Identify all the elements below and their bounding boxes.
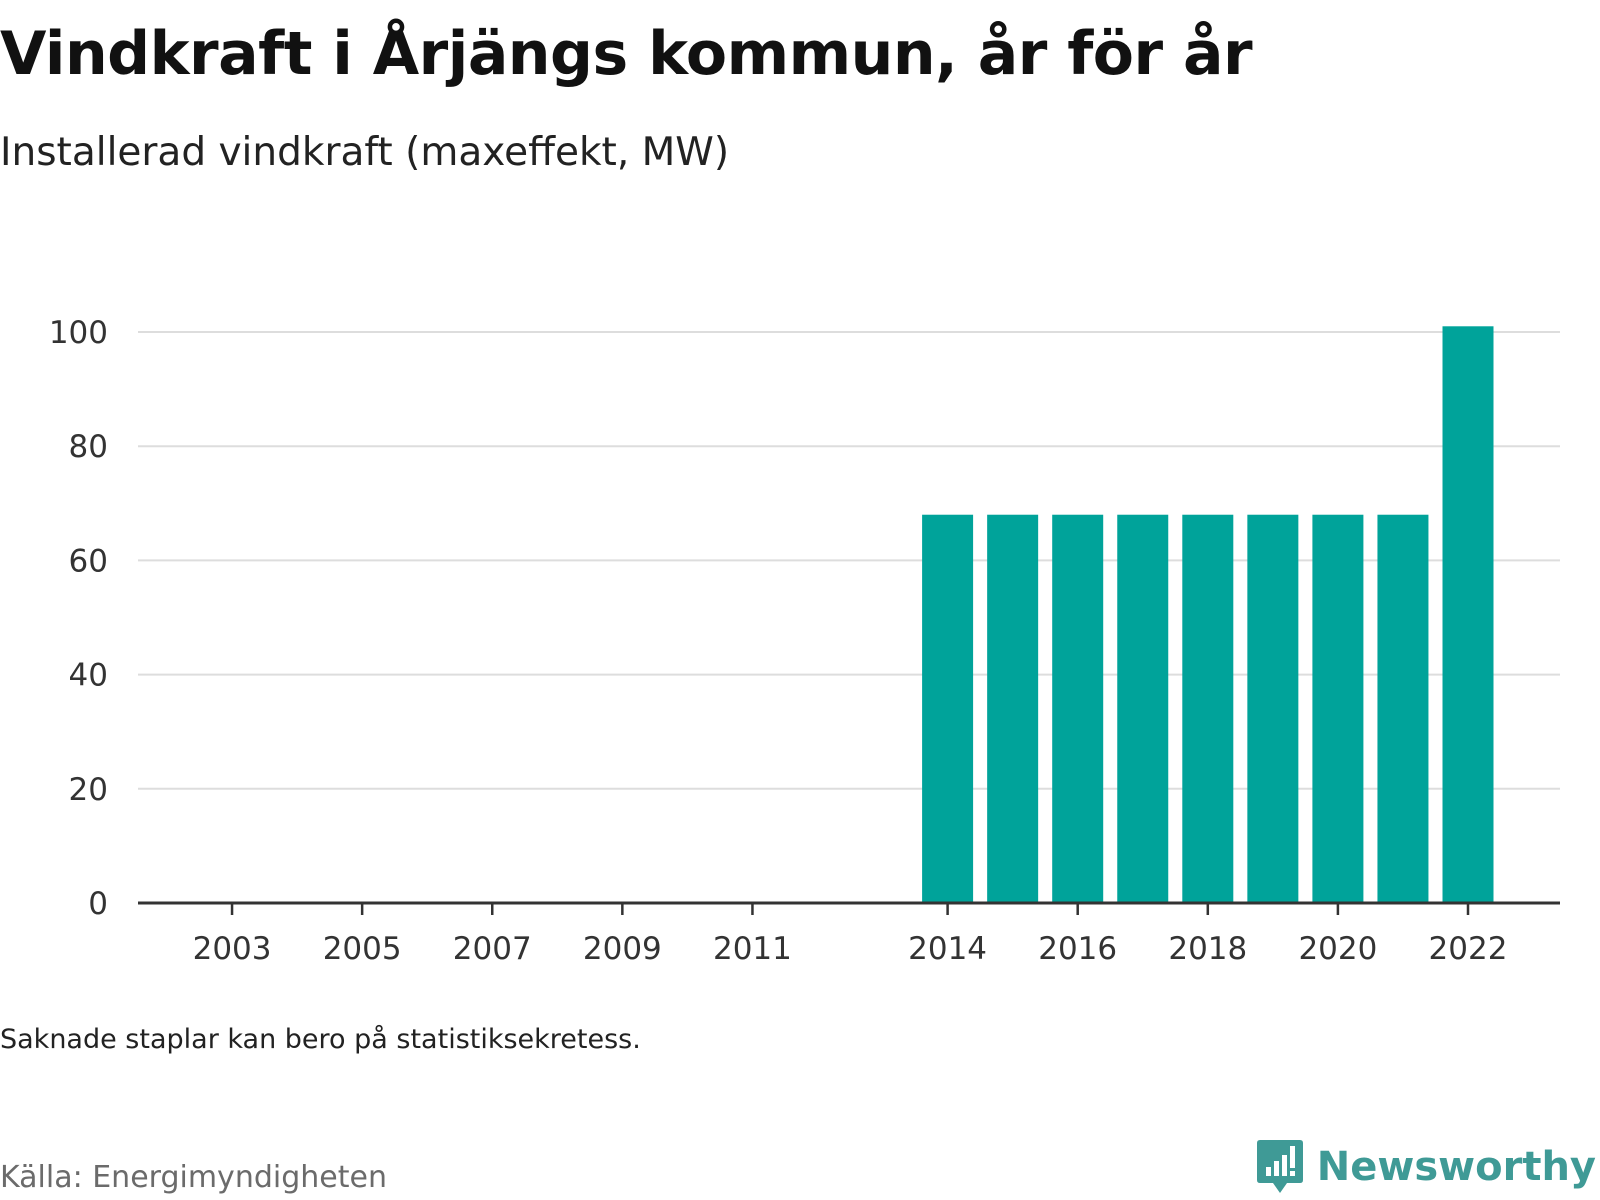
newsworthy-logo-icon (1256, 1140, 1303, 1193)
chart-subtitle: Installerad vindkraft (maxeffekt, MW) (0, 130, 730, 175)
y-tick-label: 40 (69, 658, 108, 694)
x-tick-label: 2020 (1298, 931, 1377, 967)
bar-chart: 0 20 40 60 80 100 2003 2005 2007 2009 2011 2014 2016… (49, 315, 1560, 967)
x-tick-label: 2016 (1038, 931, 1117, 967)
bar-2022 (1442, 326, 1494, 902)
footnote: Saknade staplar kan bero på statistiksek… (0, 1024, 641, 1055)
bars (922, 326, 1494, 902)
y-tick-label: 20 (69, 772, 108, 808)
source-credit: Källa: Energimyndigheten (0, 1160, 387, 1195)
brand-name: Newsworthy (1316, 1144, 1596, 1190)
x-axis (138, 901, 1560, 915)
x-tick-label: 2018 (1168, 931, 1247, 967)
chart-title: Vindkraft i Årjängs kommun, år för år (0, 19, 1253, 89)
y-tick-label: 0 (88, 886, 108, 922)
x-tick-label: 2007 (453, 931, 532, 967)
x-tick-label: 2003 (193, 931, 272, 967)
bar-2014 (922, 514, 974, 902)
bar-2018 (1182, 514, 1234, 902)
bar-2015 (987, 514, 1039, 902)
brand-logo[interactable]: Newsworthy (1255, 1138, 1596, 1196)
y-tick-label: 60 (69, 543, 108, 579)
y-tick-label: 80 (69, 429, 108, 465)
x-tick-label: 2009 (583, 931, 662, 967)
x-tick-label: 2011 (713, 931, 792, 967)
bar-2017 (1117, 514, 1169, 902)
x-tick-label: 2014 (908, 931, 987, 967)
bar-2021 (1377, 514, 1429, 902)
bar-2019 (1247, 514, 1299, 902)
tick-labels: 0 20 40 60 80 100 2003 2005 2007 2009 2011 2014 2016… (49, 315, 1508, 967)
x-tick-label: 2022 (1429, 931, 1508, 967)
y-tick-label: 100 (49, 315, 108, 351)
bar-2020 (1312, 514, 1364, 902)
x-tick-label: 2005 (323, 931, 402, 967)
bar-2016 (1052, 514, 1104, 902)
